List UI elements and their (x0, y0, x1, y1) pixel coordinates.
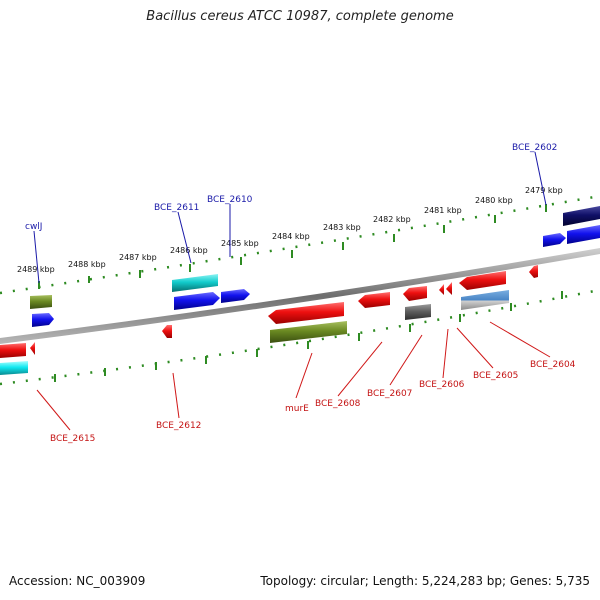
map-title: Bacillus cereus ATCC 10987, complete gen… (146, 9, 454, 24)
gene-arrow-BCE_2602[interactable] (543, 233, 566, 247)
accession-label: Accession: NC_003909 (9, 574, 146, 588)
scale-major-ticks (38, 204, 547, 289)
tick-label: 2484 kbp (272, 232, 310, 241)
tick-label: 2489 kbp (17, 265, 55, 274)
genome-stats-label: Topology: circular; Length: 5,224,283 bp… (260, 574, 590, 588)
gene-label-BCE_2615[interactable]: BCE_2615 (50, 434, 95, 444)
gene-label-BCE_2612[interactable]: BCE_2612 (156, 421, 201, 431)
gene-label-BCE_2604[interactable]: BCE_2604 (530, 360, 576, 370)
genome-backbone (0, 248, 600, 344)
gene-arrow-BCE_2615-cyan[interactable] (0, 361, 28, 375)
gene-arrow-BCE_2615[interactable] (0, 343, 26, 358)
gene-label-BCE_2606[interactable]: BCE_2606 (419, 380, 465, 390)
gene-arrow-BCE_2611[interactable] (174, 292, 220, 310)
gene-arrow-BCE_2605-steel[interactable] (461, 290, 509, 310)
gene-arrow-BCE_2615-small[interactable] (30, 342, 35, 355)
gene-arrow-BCE_2608[interactable] (358, 292, 390, 308)
reverse-scale-ticks (54, 291, 563, 382)
gene-arrow-murE[interactable] (268, 302, 344, 324)
reverse-label-leaders (36, 321, 551, 431)
gene-arrow-BCE_2606-a[interactable] (439, 284, 444, 295)
gene-label-BCE_2608[interactable]: BCE_2608 (315, 399, 361, 409)
gene-label-cwlJ[interactable]: cwlJ (25, 222, 42, 232)
forward-label-leaders (33, 151, 547, 284)
gene-arrow-BCE_2612[interactable] (162, 325, 172, 338)
tick-label: 2487 kbp (119, 253, 157, 262)
tick-label: 2486 kbp (170, 246, 208, 255)
tick-label: 2482 kbp (373, 215, 411, 224)
scale-tick-labels: 2489 kbp 2488 kbp 2487 kbp 2486 kbp 2485… (17, 186, 563, 274)
reverse-genes (0, 265, 538, 375)
gene-arrow-cwlJ-upper[interactable] (30, 295, 52, 309)
gene-arrow-BCE_2604[interactable] (529, 265, 538, 278)
reverse-gene-labels: BCE_2615 BCE_2612 murE BCE_2608 BCE_2607… (50, 360, 576, 444)
gene-arrow-BCE_2606-b[interactable] (446, 282, 452, 295)
gene-arrow-forward-end[interactable] (567, 225, 600, 244)
gene-label-BCE_2605[interactable]: BCE_2605 (473, 371, 518, 381)
gene-label-BCE_2602[interactable]: BCE_2602 (512, 143, 557, 153)
gene-arrow-BCE_2611-upper[interactable] (172, 274, 218, 292)
gene-arrow-BCE_2605[interactable] (459, 271, 506, 290)
gene-label-BCE_2610[interactable]: BCE_2610 (207, 195, 253, 205)
gene-arrow-BCE_2610[interactable] (221, 289, 250, 303)
gene-arrow-BCE_2607[interactable] (403, 286, 427, 301)
gene-label-BCE_2611[interactable]: BCE_2611 (154, 203, 199, 213)
tick-label: 2480 kbp (475, 196, 513, 205)
gene-arrow-cwlJ[interactable] (32, 313, 54, 327)
tick-label: 2479 kbp (525, 186, 563, 195)
gene-arrow-murE-olive[interactable] (270, 321, 347, 343)
forward-gene-labels: cwlJ BCE_2611 BCE_2610 BCE_2602 (25, 143, 557, 232)
tick-label: 2483 kbp (323, 223, 361, 232)
gene-label-BCE_2607[interactable]: BCE_2607 (367, 389, 412, 399)
gene-arrow-BCE_2607-gray[interactable] (405, 304, 431, 320)
gene-arrow-navy[interactable] (563, 206, 600, 226)
tick-label: 2485 kbp (221, 239, 259, 248)
gene-label-murE[interactable]: murE (285, 404, 309, 414)
tick-label: 2481 kbp (424, 206, 462, 215)
forward-genes (30, 206, 600, 327)
tick-label: 2488 kbp (68, 260, 106, 269)
